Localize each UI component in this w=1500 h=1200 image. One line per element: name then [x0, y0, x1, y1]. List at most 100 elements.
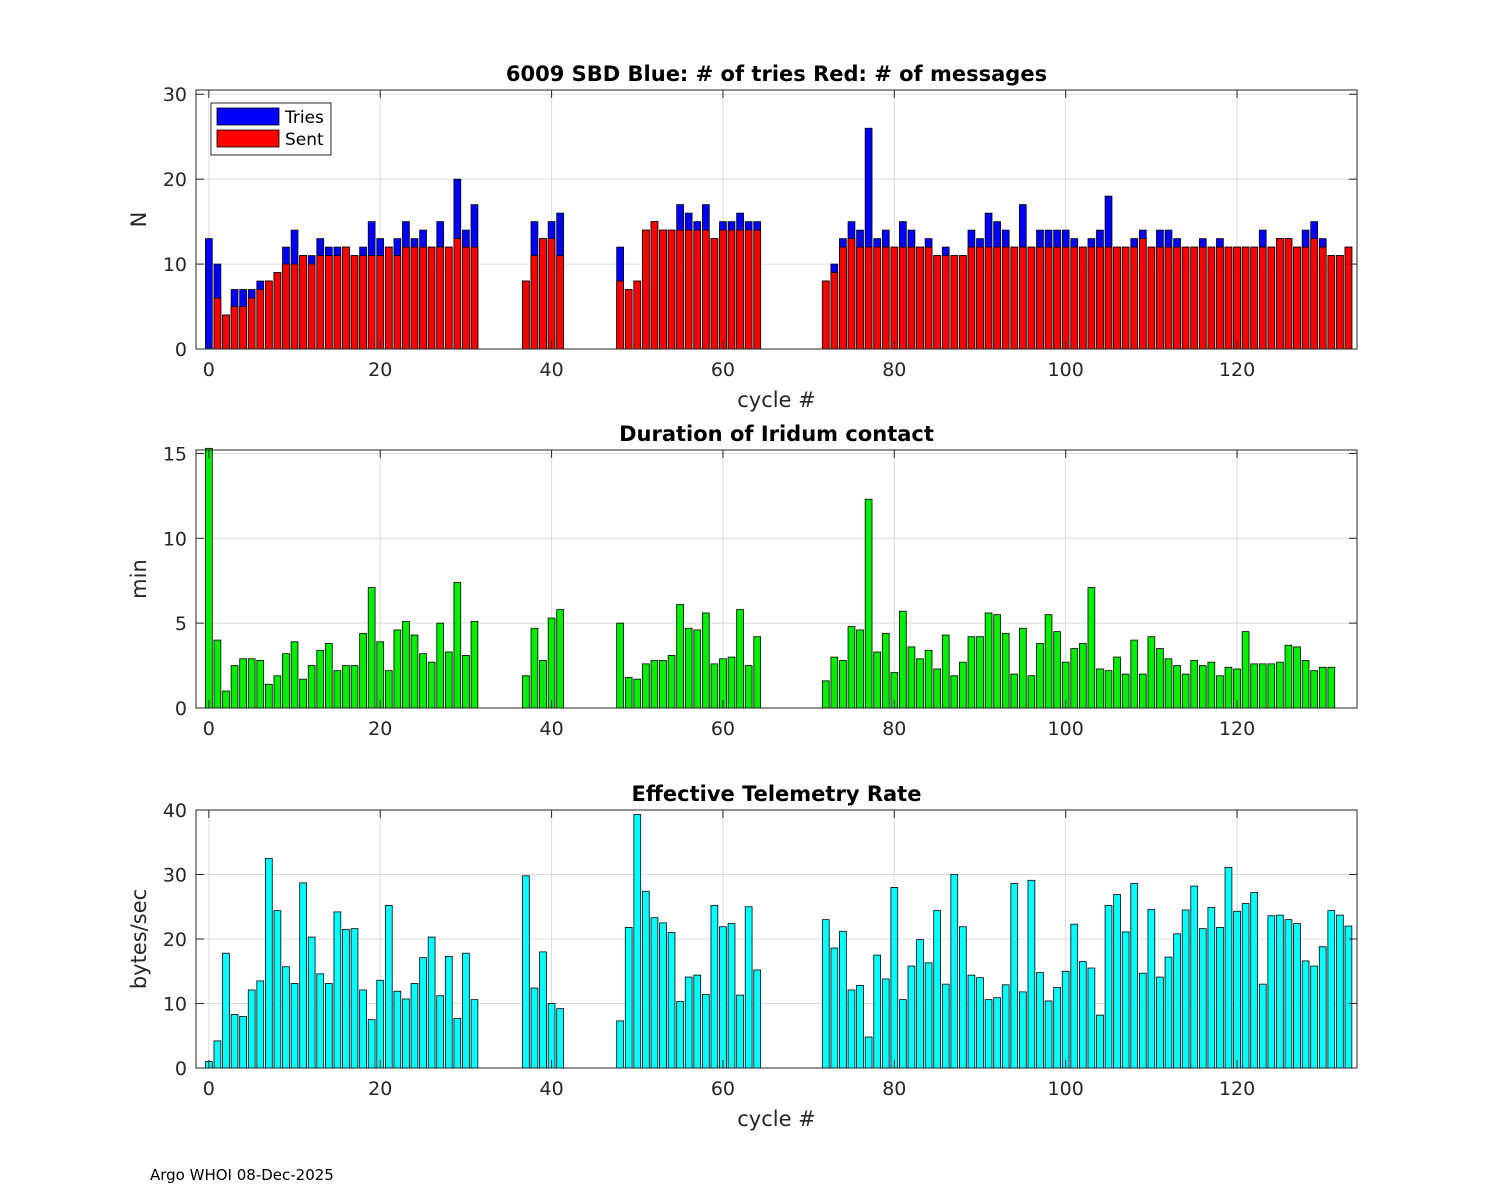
bar [659, 660, 667, 709]
bar-sent [650, 221, 659, 350]
y-axis-label: min [127, 559, 151, 599]
bar [239, 658, 247, 709]
bar [402, 621, 410, 709]
bar-sent [1258, 246, 1267, 350]
bar [1053, 986, 1061, 1069]
bar [367, 1019, 376, 1069]
bar [1207, 661, 1216, 709]
x-tick-label: 60 [711, 718, 735, 740]
bar [1216, 675, 1224, 709]
bar-sent [547, 238, 556, 350]
y-tick-label: 40 [163, 800, 187, 822]
bar [290, 983, 299, 1069]
bar-sent [881, 246, 890, 350]
bar [1173, 933, 1181, 1069]
bar-sent [222, 314, 230, 350]
bar [256, 660, 265, 709]
bar [959, 661, 967, 709]
bar-sent [1044, 246, 1053, 350]
y-tick-label: 30 [163, 84, 187, 106]
bar-sent [453, 238, 462, 350]
x-tick-label: 40 [539, 1078, 563, 1100]
bar [967, 636, 976, 709]
bar [1156, 648, 1164, 709]
bar [1310, 670, 1318, 709]
bar-sent [316, 255, 325, 350]
bar [976, 636, 984, 709]
bar [984, 999, 993, 1069]
bar-sent [1198, 246, 1207, 350]
bar-sent [1216, 246, 1224, 350]
bar [1087, 967, 1096, 1069]
bar-sent [753, 229, 762, 350]
bar-sent [462, 246, 470, 350]
bar [950, 675, 959, 709]
bar [1036, 643, 1044, 709]
bar [384, 905, 393, 1069]
bar [1258, 663, 1267, 709]
bar [359, 632, 367, 709]
bar-sent [247, 297, 256, 350]
bar [933, 910, 941, 1069]
bar [444, 651, 453, 709]
bar [616, 1020, 624, 1069]
bar-sent [333, 255, 342, 350]
bar-sent [736, 229, 744, 350]
x-tick-label: 80 [882, 359, 906, 381]
chart-panel-1: 0 20 40 60 80 100 120 0 10 20 30 6009 SBD Blue: # o… [127, 62, 1358, 412]
x-tick-label: 120 [1219, 718, 1255, 740]
bar-sent [359, 255, 367, 350]
bar-sent [667, 229, 676, 350]
bar [881, 978, 890, 1069]
bar [1130, 639, 1139, 709]
bar [976, 977, 984, 1069]
bar [393, 990, 402, 1069]
bar [419, 653, 427, 709]
bar-sent [1318, 246, 1327, 350]
bar-sent [350, 255, 359, 350]
bar [684, 627, 693, 709]
bar [1233, 910, 1241, 1069]
legend-swatch-sent [216, 129, 280, 148]
bar [556, 609, 564, 709]
bar [1344, 925, 1353, 1069]
bar [1044, 1000, 1053, 1069]
bar-sent [693, 229, 702, 350]
bar-sent [282, 263, 290, 350]
bar-sent [950, 255, 959, 350]
bar [342, 665, 350, 709]
bar [890, 887, 899, 1069]
bar [256, 980, 265, 1069]
bar [1061, 970, 1070, 1069]
bar [1250, 892, 1259, 1069]
bar [941, 634, 950, 709]
bar-sent [1121, 246, 1130, 350]
bar [547, 1003, 556, 1069]
bar [1284, 644, 1293, 709]
y-tick-label: 0 [175, 339, 187, 361]
bar [1001, 984, 1010, 1069]
bar-sent [1250, 246, 1259, 350]
bar [633, 814, 642, 1069]
y-tick-label: 0 [175, 698, 187, 720]
x-axis-label: cycle # [737, 388, 816, 412]
bar-sent [265, 280, 273, 350]
bar [1096, 668, 1104, 709]
bar [1318, 666, 1327, 709]
bar [470, 999, 479, 1069]
bar-sent [924, 246, 933, 350]
bar-sent [933, 255, 941, 350]
bar [333, 911, 342, 1069]
bar [1070, 648, 1079, 709]
bar [1096, 1014, 1104, 1069]
bar-sent [624, 289, 633, 350]
bar [873, 651, 882, 709]
y-axis-label: N [127, 212, 151, 228]
bar [719, 926, 727, 1069]
bar [941, 983, 950, 1069]
bar [213, 1040, 222, 1069]
bar [907, 646, 916, 709]
bar-sent [539, 238, 547, 350]
bar [924, 962, 933, 1069]
